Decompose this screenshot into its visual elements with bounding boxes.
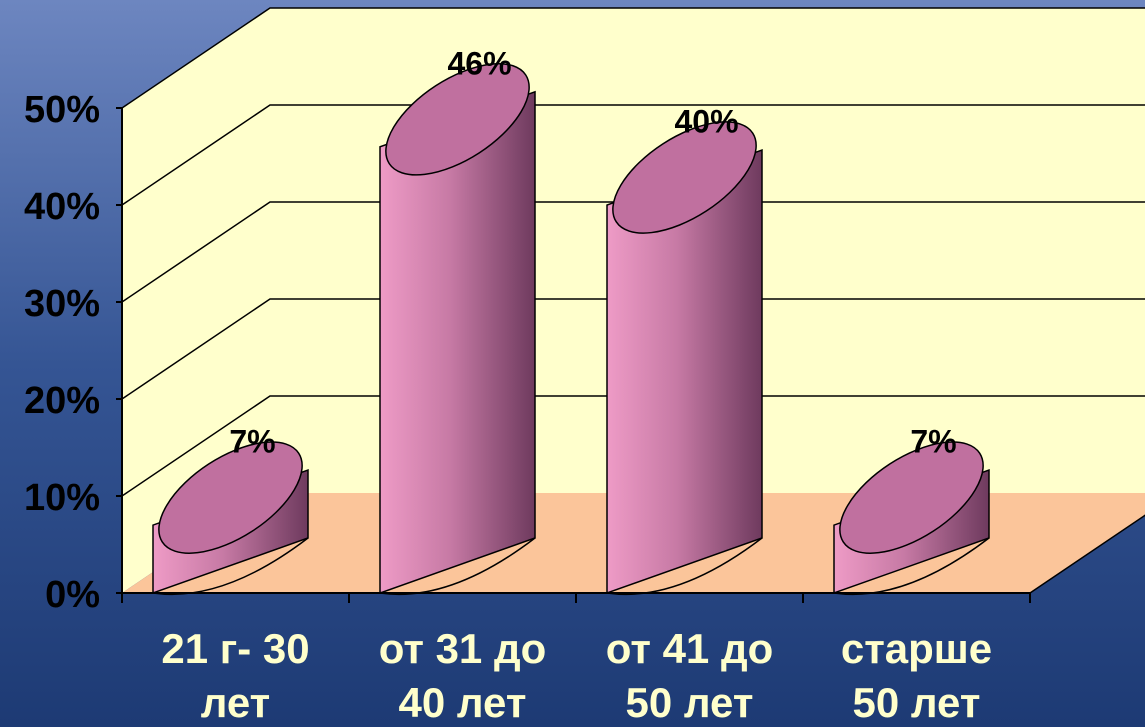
x-category-label: 40 лет	[399, 679, 527, 726]
y-tick-label: 50%	[24, 89, 100, 131]
y-tick-label: 20%	[24, 380, 100, 422]
x-category-label: старше	[841, 625, 992, 672]
bar-top	[612, 121, 757, 234]
bar-base-curve	[379, 537, 536, 596]
x-category-label: от 31 до	[379, 625, 547, 672]
gridline	[121, 395, 1145, 497]
gridline	[121, 201, 1145, 303]
side-wall	[122, 8, 270, 593]
bar-top	[839, 441, 984, 554]
x-category-label: 50 лет	[626, 679, 754, 726]
bar-top	[158, 441, 303, 554]
y-tick-label: 40%	[24, 186, 100, 228]
x-category-label: от 41 до	[606, 625, 774, 672]
gridline	[121, 104, 1145, 206]
floor-edge	[1029, 514, 1145, 594]
bar	[152, 441, 309, 596]
x-category-label: 50 лет	[853, 679, 981, 726]
bar-top	[385, 62, 530, 176]
data-label: 7%	[229, 424, 275, 460]
bar-base-curve	[606, 537, 763, 596]
gridline	[121, 7, 1145, 109]
data-label: 40%	[674, 104, 738, 140]
bar	[833, 441, 990, 596]
data-label: 7%	[910, 424, 956, 460]
y-tick-label: 30%	[24, 283, 100, 325]
x-category-label: 21 г- 30	[161, 625, 309, 672]
bar	[606, 121, 763, 596]
y-tick-label: 0%	[45, 574, 100, 616]
x-category-label: лет	[201, 679, 271, 726]
bar	[379, 62, 536, 596]
bar-base-curve	[833, 537, 990, 596]
y-tick-label: 10%	[24, 477, 100, 519]
data-label: 46%	[447, 45, 511, 81]
bar-base-curve	[152, 537, 309, 596]
gridline	[121, 298, 1145, 400]
